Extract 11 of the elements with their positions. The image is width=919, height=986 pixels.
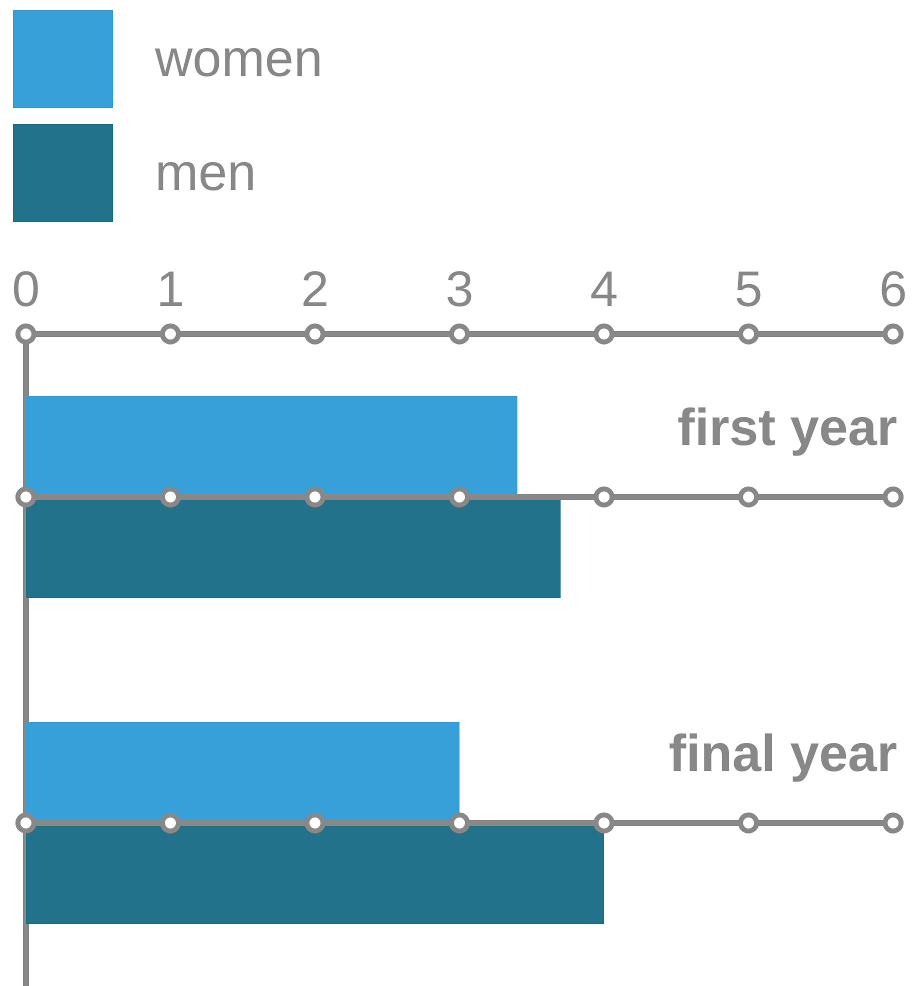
y-tick-label: final year [668, 724, 898, 783]
legend-label: men [155, 143, 256, 203]
x-tick-label: 2 [301, 260, 329, 317]
x-tick-label: 6 [879, 260, 907, 317]
x-tick-label: 0 [12, 260, 40, 317]
x-tick-label: 5 [734, 260, 762, 317]
x-tick-label: 3 [446, 260, 474, 317]
legend-label: women [155, 29, 323, 89]
y-tick-label: first year [677, 398, 898, 457]
x-tick-label: 4 [590, 260, 618, 317]
x-tick-label: 1 [156, 260, 184, 317]
